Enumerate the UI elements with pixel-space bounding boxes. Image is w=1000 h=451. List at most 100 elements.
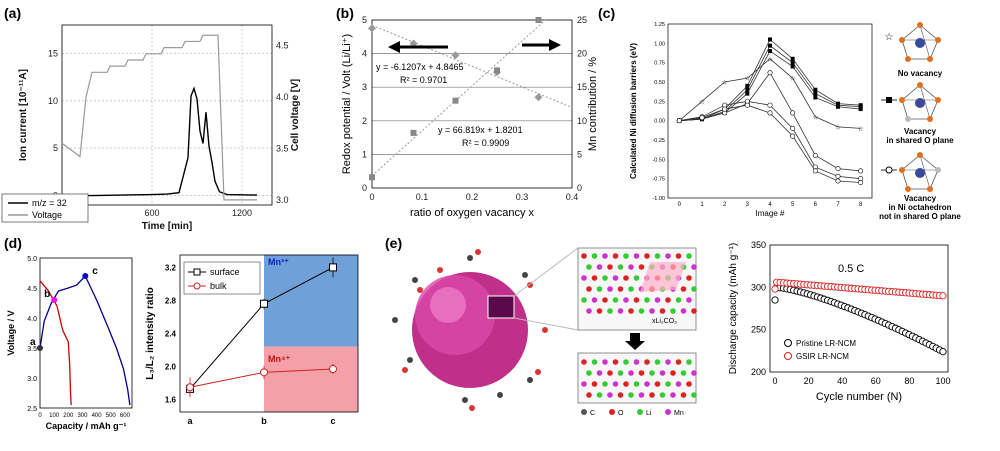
fit-r2-left: R² = 0.9701	[400, 75, 447, 85]
y-right-tick-label: 0	[577, 183, 582, 193]
structure-no-vacancy	[899, 22, 941, 62]
lattice-atom	[623, 275, 629, 281]
lattice-atom	[659, 308, 666, 314]
data-point-mn	[369, 174, 375, 181]
lattice-atom	[628, 370, 634, 376]
lattice-atom	[644, 359, 650, 365]
x-tick-label: c	[330, 416, 335, 426]
data-point	[790, 110, 796, 116]
y-tick-label: -0.75	[652, 177, 665, 183]
atom-legend-swatch	[609, 409, 615, 415]
fit-equation-right: y = 66.819x + 1.8201	[438, 125, 523, 135]
structure-ni-octahedron	[899, 152, 941, 192]
lattice-atom	[602, 359, 608, 365]
data-point-gsir	[939, 292, 947, 300]
y-tick-label: 5.0	[27, 256, 37, 263]
lattice-atom	[649, 308, 655, 314]
lattice-atom	[612, 297, 619, 303]
plot-frame	[667, 23, 873, 199]
lattice-atom	[654, 253, 661, 259]
region-mn3	[264, 255, 358, 347]
x-axis-label: Time [min]	[142, 221, 192, 232]
data-point-mn	[494, 67, 500, 74]
data-point	[835, 173, 841, 179]
atom-legend-swatch	[581, 409, 587, 415]
y-left-tick-label: 15	[48, 48, 58, 58]
x-tick-label: 0.2	[466, 192, 479, 202]
lattice-atom	[591, 253, 598, 259]
lattice-atom	[581, 297, 587, 303]
panel-label-d: (d)	[4, 235, 22, 251]
data-point	[745, 87, 750, 92]
lattice-atom	[617, 370, 624, 376]
lattice-atom	[680, 308, 687, 314]
lattice-atom	[633, 381, 640, 387]
data-point	[722, 106, 728, 112]
legend-entry: Pristine LR-NCM	[796, 339, 856, 348]
y-right-tick-label: 10	[577, 116, 587, 126]
data-point-pristine	[939, 348, 947, 356]
lattice-atom	[586, 370, 592, 376]
data-point	[767, 70, 773, 76]
y-tick-label: 250	[751, 325, 766, 335]
lattice-atom	[612, 275, 619, 281]
legend-marker-star: ☆	[885, 32, 894, 43]
lattice-atom	[617, 264, 624, 270]
y-tick-label: -0.25	[652, 138, 665, 144]
lattice-atom	[591, 359, 598, 365]
legend-swatch	[193, 268, 201, 276]
lattice-atom	[581, 275, 587, 281]
lattice-atom	[691, 264, 697, 270]
y-left-tick-label: 3	[362, 82, 367, 92]
y-tick-label: -0.50	[652, 157, 665, 163]
atom-legend-swatch	[637, 409, 643, 415]
x-tick-label: 0.4	[566, 192, 579, 202]
lattice-atom	[607, 392, 613, 398]
lattice-atom	[691, 392, 697, 398]
legend-entry: GSIR LR-NCM	[796, 352, 849, 361]
chart-c: -1.00 -0.75 -0.50 -0.25 0.00 0.25 0.50 0.75 1.00…	[629, 22, 897, 218]
lattice-illustration-top: xLi₂CO₃	[577, 247, 697, 331]
data-point-bulk	[260, 368, 268, 377]
data-point	[835, 178, 841, 184]
x-tick-label: 80	[904, 376, 914, 386]
lattice-atom	[612, 253, 619, 259]
atom-legend-label: C	[590, 410, 595, 417]
y-axis-label: L₃/L₂ intensity ratio	[145, 287, 156, 379]
legend-marker-square	[886, 97, 892, 103]
chart-d-ratio: Mn³⁺ Mn⁴⁺ 1.6 2.0 2.4 2.8 3.2 a b c surface bulk L₃/…	[145, 254, 359, 426]
lattice-atom	[591, 297, 598, 303]
data-point	[744, 102, 750, 108]
y-left-tick-label: 1	[362, 149, 367, 159]
atom-legend-label: O	[618, 410, 624, 417]
zoom-region	[487, 295, 515, 319]
x-tick-label: 0	[773, 376, 778, 386]
lattice-atom	[665, 359, 671, 365]
arrowhead-left	[388, 41, 400, 53]
lattice-caption: xLi₂CO₃	[652, 318, 677, 325]
x-tick-label: 0.3	[516, 192, 529, 202]
region-label-mn4: Mn⁴⁺	[268, 354, 290, 364]
legend-entry: bulk	[210, 281, 227, 291]
lattice-atom	[607, 286, 613, 292]
data-point	[858, 168, 864, 174]
data-point	[790, 133, 796, 139]
data-point	[790, 125, 796, 131]
data-point-mn	[535, 17, 542, 23]
y-left-axis-label: Ion current [10⁻¹¹A]	[18, 69, 29, 161]
rate-annotation: 0.5 C	[838, 263, 864, 275]
lattice-atom	[654, 359, 661, 365]
state-point-a	[37, 345, 43, 351]
atom-legend-label: Mn	[674, 410, 684, 417]
data-point	[858, 107, 863, 112]
y-tick-label: 0.50	[654, 80, 665, 86]
y-axis-label: Discharge capacity (mAh g⁻¹)	[728, 243, 739, 374]
x-tick-label: 20	[804, 376, 814, 386]
lattice-atom	[654, 381, 661, 387]
data-point	[699, 115, 705, 121]
lattice-atom	[644, 381, 650, 387]
y-right-tick-label: 20	[577, 49, 587, 59]
legend-entry: m/z = 32	[32, 198, 67, 208]
lattice-atom	[602, 253, 608, 259]
